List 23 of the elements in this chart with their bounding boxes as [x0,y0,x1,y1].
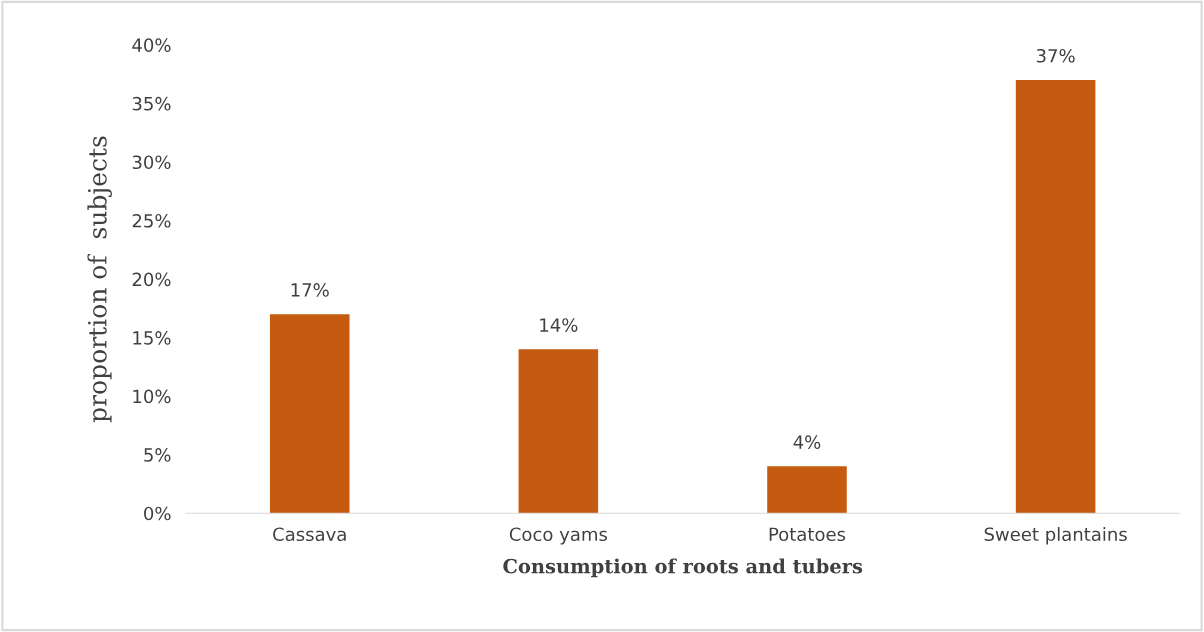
data-label: 17% [291,283,329,297]
y-tick-label: 35% [132,96,171,111]
data-label: 14% [540,318,578,332]
x-tick-label: Cassava [273,527,346,542]
y-tick-label: 0% [144,506,171,521]
y-tick-label: 40% [132,38,171,52]
y-tick-label: 5% [144,448,171,462]
y-tick-label: 30% [132,155,171,170]
y-tick-label: 20% [132,272,171,287]
y-tick-label: 15% [133,331,171,345]
x-tick-label: Coco yams [509,527,608,545]
bar [1015,80,1096,514]
x-axis-title: Consumption of roots and tubers [503,558,863,578]
bar [767,466,847,514]
x-tick-label: Potatoes [769,527,846,542]
y-axis-title: proportion of subjects [87,136,112,423]
y-tick-label: 10% [133,389,171,404]
bar [518,349,599,514]
y-tick-label: 25% [132,213,171,228]
bar [269,314,350,514]
x-tick-label: Sweet plantains [984,527,1127,545]
data-label: 4% [793,435,821,449]
data-label: 37% [1036,48,1075,63]
